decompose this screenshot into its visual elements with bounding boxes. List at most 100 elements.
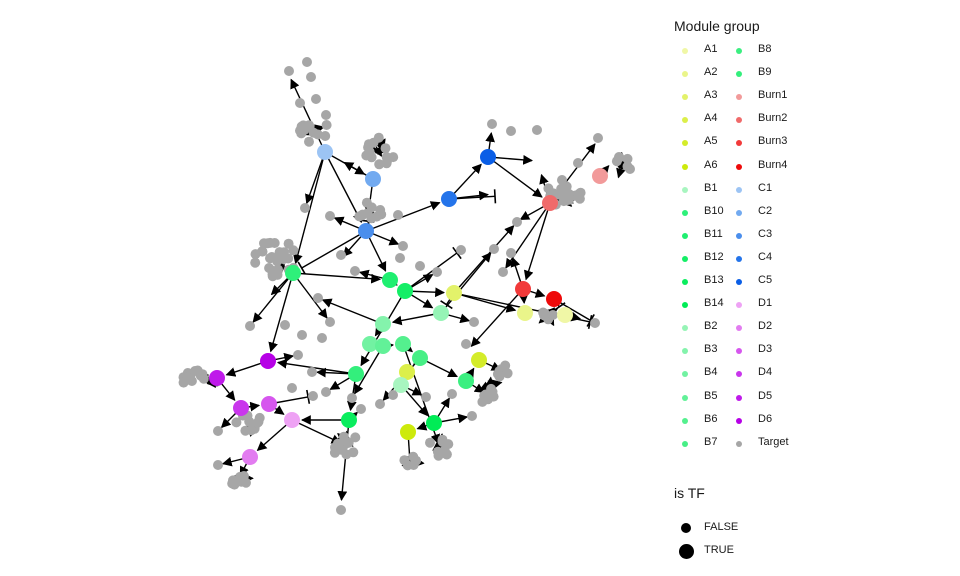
inhibition-bar	[440, 300, 453, 310]
legend-label: B5	[704, 389, 718, 402]
legend-swatch	[682, 163, 688, 170]
target-node	[441, 449, 452, 460]
legend-swatch	[736, 186, 742, 193]
activation-edge	[616, 160, 626, 179]
activation-edge	[305, 151, 326, 205]
legend-label: C3	[758, 227, 773, 240]
target-node	[308, 127, 319, 138]
legend-label: D1	[758, 297, 773, 310]
target-node	[182, 374, 192, 385]
legend-items: FALSE TRUE	[674, 501, 794, 561]
legend-label: D4	[758, 366, 773, 379]
target-node	[321, 110, 331, 120]
target-node	[259, 238, 269, 249]
tf-node-b7	[412, 350, 428, 366]
target-node	[356, 404, 366, 414]
target-node	[357, 209, 368, 220]
legend-label: B6	[704, 412, 718, 425]
activation-edge	[252, 272, 294, 323]
tf-node-b5	[375, 338, 391, 354]
legend-label: Burn4	[758, 158, 788, 171]
legend-swatch	[736, 48, 742, 54]
legend-swatch	[736, 71, 742, 78]
tf-node-burn2	[542, 195, 558, 211]
tf-node-a6	[400, 424, 416, 440]
legend-items: A1 A2 A3 A4 A5 A6 B1 B10 B11 B12 B13 B14 B2 B3 B4 B5 B6 B…	[674, 34, 874, 454]
tf-node-b1	[393, 377, 409, 393]
activation-edge	[365, 201, 441, 232]
target-node	[373, 132, 384, 143]
legend-is-tf: is TF FALSE TRUE	[674, 485, 794, 561]
legend-label: A6	[704, 158, 718, 171]
legend-swatch	[682, 325, 688, 332]
target-node	[498, 267, 508, 277]
target-node	[415, 261, 425, 271]
target-node	[307, 367, 317, 377]
legend-label: A4	[704, 112, 718, 125]
target-node	[563, 194, 574, 205]
target-node	[375, 399, 385, 409]
tf-node-d3	[261, 396, 277, 412]
target-node	[213, 426, 223, 436]
target-node	[399, 455, 410, 466]
target-node	[197, 369, 208, 380]
target-node	[614, 152, 624, 162]
target-node	[502, 368, 513, 379]
tf-node-d4	[233, 400, 249, 416]
inhibition-edge	[301, 230, 367, 269]
tf-node-b14	[426, 415, 442, 431]
target-node	[297, 330, 307, 340]
target-node	[437, 434, 448, 445]
target-node	[295, 98, 305, 108]
target-node	[532, 125, 542, 135]
legend-label: B1	[704, 181, 718, 194]
target-node	[240, 425, 251, 436]
target-node	[388, 152, 399, 163]
target-node	[506, 126, 516, 136]
tf-node-d2	[242, 449, 258, 465]
target-node	[447, 389, 457, 399]
target-node	[306, 72, 316, 82]
activation-edge	[293, 151, 326, 265]
legend-label: B11	[704, 227, 723, 240]
target-node	[622, 153, 633, 164]
legend-swatch	[682, 71, 688, 78]
activation-edge	[391, 312, 442, 326]
target-node	[317, 333, 327, 343]
legend-label: D6	[758, 412, 773, 425]
target-node	[320, 131, 331, 141]
legend-swatch	[682, 348, 688, 355]
legend-swatch	[682, 140, 688, 147]
target-node	[625, 164, 635, 174]
legend-label: D3	[758, 343, 773, 356]
tf-node-b4	[362, 336, 378, 352]
target-node	[300, 203, 310, 213]
legend-label: B8	[758, 43, 772, 55]
tf-node-b2	[433, 305, 449, 321]
legend-swatch	[736, 279, 742, 285]
target-node	[543, 183, 554, 194]
target-node	[313, 293, 323, 303]
legend-swatch	[682, 302, 688, 309]
target-node	[393, 210, 403, 220]
legend-label: B7	[704, 435, 718, 448]
legend-swatch	[736, 440, 742, 447]
legend-swatch	[682, 232, 688, 239]
legend-swatch	[682, 94, 688, 101]
legend-label: B12	[704, 250, 724, 263]
target-node	[547, 310, 558, 320]
target-node	[469, 317, 479, 327]
target-node	[284, 66, 294, 76]
legend-label: A3	[704, 89, 718, 102]
legend-size-swatch	[681, 523, 691, 533]
target-node	[213, 460, 223, 470]
target-node	[488, 391, 499, 402]
edges-layer	[199, 78, 632, 501]
legend-label: B3	[704, 343, 718, 356]
legend-label: TRUE	[704, 544, 734, 556]
legend-swatch	[736, 209, 742, 216]
legend-label: Target	[758, 435, 789, 448]
target-node	[347, 393, 357, 403]
target-node	[241, 477, 251, 488]
target-node	[573, 158, 583, 168]
